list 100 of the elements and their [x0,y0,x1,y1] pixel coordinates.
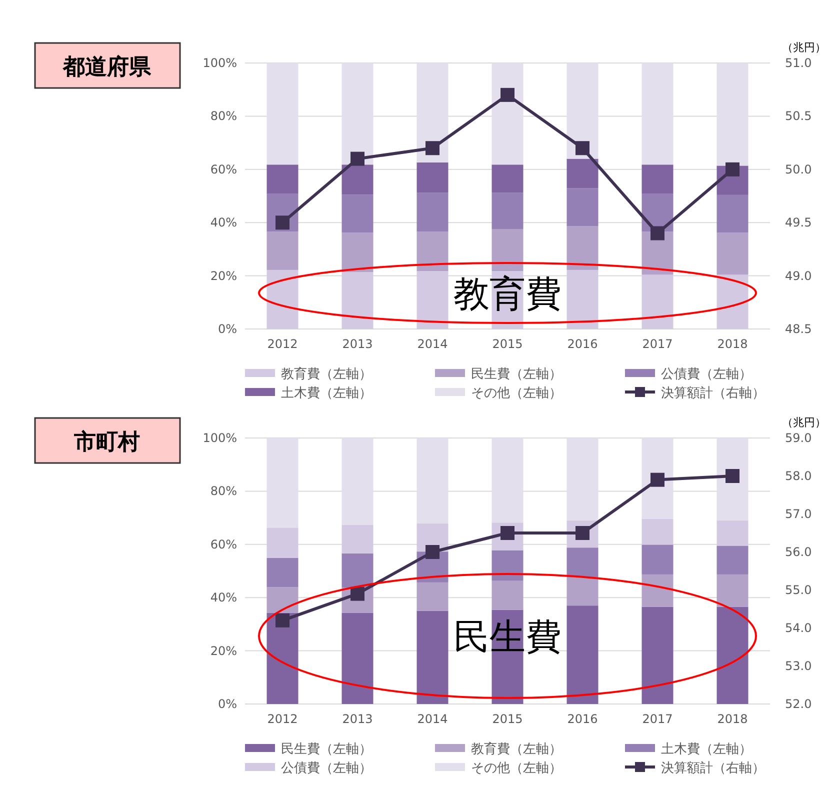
bar [266,587,298,613]
bar [716,232,748,275]
bar [492,228,524,272]
bar [342,63,374,165]
point [726,469,740,483]
y2-tick-label: 51.0 [785,56,812,70]
bar [342,272,374,329]
bar [342,553,374,588]
bar [266,63,298,165]
bar [342,232,374,272]
y2-tick-label: 55.0 [785,583,812,597]
y-tick-label: 40% [210,590,237,605]
x-tick-label: 2013 [342,712,373,726]
bar [566,606,598,704]
y-tick-label: 60% [210,537,237,552]
legend-label: 土木費（左軸） [661,742,752,757]
y-tick-label: 40% [210,216,237,230]
bar [716,274,748,329]
legend-label: 公債費（左軸） [281,761,372,776]
legend-label: 民生費（左軸） [471,367,562,382]
x-tick-label: 2015 [492,712,523,726]
bar [266,270,298,329]
point [576,141,590,156]
y-tick-label: 20% [210,268,237,283]
y2-tick-label: 56.0 [785,545,812,559]
point [426,545,440,559]
bar [416,271,448,329]
bar [566,226,598,270]
point [500,88,514,102]
bar [716,63,748,166]
bar [566,188,598,226]
bar [342,194,374,233]
bar [566,577,598,606]
bar [266,438,298,528]
bar [642,518,674,545]
bar [492,580,524,610]
y-tick-label: 20% [210,644,237,658]
y2-tick-label: 49.0 [785,268,812,283]
x-tick-label: 2013 [342,337,373,351]
x-tick-label: 2015 [492,337,523,351]
bar [566,63,598,159]
x-tick-label: 2014 [417,712,448,726]
bar [492,63,524,165]
y2-tick-label: 59.0 [785,431,812,445]
bar [642,606,674,704]
y2-tick-label: 54.0 [785,621,812,635]
bar [342,164,374,195]
point [276,613,290,628]
point [276,216,290,230]
y-tick-label: 80% [210,109,237,124]
y2-tick-label: 50.5 [785,109,812,124]
bar [342,612,374,704]
y-tick-label: 0% [218,697,237,711]
point [426,141,440,156]
annotation: 教育費 [454,274,562,315]
bar [416,63,448,162]
chart-title: 都道府県 [62,54,152,80]
bar [716,438,748,520]
point [726,162,740,176]
bar [716,520,748,546]
y2-tick-label: 49.5 [785,216,812,230]
y-tick-label: 100% [202,56,237,70]
legend-label: 決算額計（右軸） [661,761,765,776]
bar [266,528,298,558]
bar [642,274,674,329]
x-tick-label: 2017 [642,712,673,726]
bar [492,192,524,229]
bar [716,546,748,574]
bar [492,164,524,193]
bar [266,232,298,270]
x-tick-label: 2016 [567,712,598,726]
bar [642,164,674,194]
bar [642,438,674,519]
bar [566,548,598,578]
y2-tick-label: 53.0 [785,659,812,673]
x-tick-label: 2012 [267,337,298,351]
bar [716,574,748,607]
legend-label: 決算額計（右軸） [661,386,765,401]
bar [566,158,598,188]
bar [716,606,748,704]
legend-label: 民生費（左軸） [281,742,372,757]
bar [416,162,448,193]
bar [566,438,598,520]
legend-label: 公債費（左軸） [661,367,752,382]
y-tick-label: 100% [202,431,237,445]
legend-label: 教育費（左軸） [281,366,372,382]
bar [416,232,448,272]
legend-label: その他（左軸） [471,386,562,401]
point [650,472,664,487]
x-tick-label: 2018 [717,712,748,726]
bar [416,438,448,524]
legend-label: 土木費（左軸） [281,386,372,401]
y2-tick-label: 58.0 [785,469,812,483]
x-tick-label: 2012 [267,712,298,726]
bar [342,438,374,525]
y2-axis-title: （兆円） [782,41,826,54]
bar [566,270,598,329]
legend-label: その他（左軸） [471,761,562,776]
point [350,152,364,166]
point [650,226,664,240]
